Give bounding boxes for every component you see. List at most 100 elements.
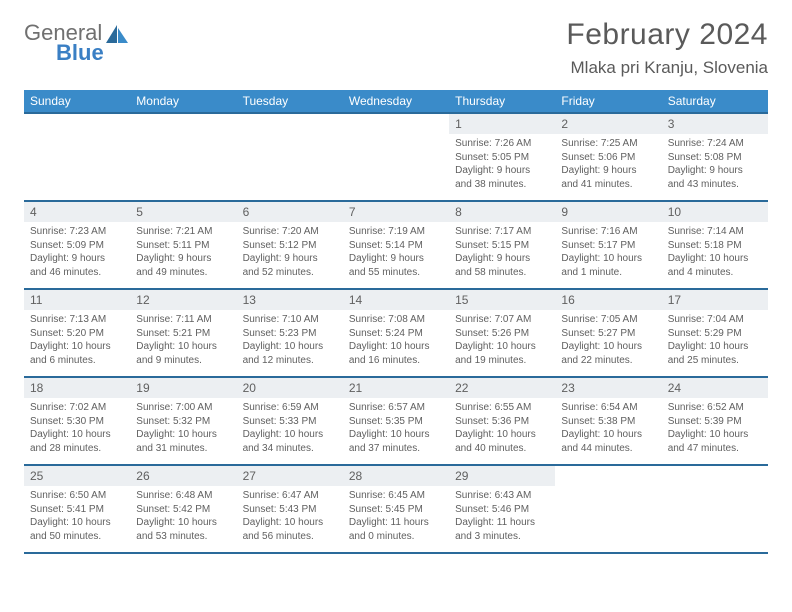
header: General Blue February 2024 Mlaka pri Kra… [24, 18, 768, 78]
calendar-cell: 10Sunrise: 7:14 AMSunset: 5:18 PMDayligh… [662, 201, 768, 289]
calendar-cell: 20Sunrise: 6:59 AMSunset: 5:33 PMDayligh… [237, 377, 343, 465]
day-data: Sunrise: 7:07 AMSunset: 5:26 PMDaylight:… [449, 310, 555, 371]
location: Mlaka pri Kranju, Slovenia [566, 58, 768, 78]
day-number: 13 [237, 290, 343, 310]
day-number: 8 [449, 202, 555, 222]
sail-icon [106, 25, 128, 43]
calendar-row: 4Sunrise: 7:23 AMSunset: 5:09 PMDaylight… [24, 201, 768, 289]
calendar-cell: 9Sunrise: 7:16 AMSunset: 5:17 PMDaylight… [555, 201, 661, 289]
day-data: Sunrise: 7:26 AMSunset: 5:05 PMDaylight:… [449, 134, 555, 195]
calendar-row: 18Sunrise: 7:02 AMSunset: 5:30 PMDayligh… [24, 377, 768, 465]
month-title: February 2024 [566, 18, 768, 52]
calendar-cell: 16Sunrise: 7:05 AMSunset: 5:27 PMDayligh… [555, 289, 661, 377]
day-number: 24 [662, 378, 768, 398]
weekday-header: Monday [130, 90, 236, 113]
weekday-header: Friday [555, 90, 661, 113]
calendar-cell: 1Sunrise: 7:26 AMSunset: 5:05 PMDaylight… [449, 113, 555, 201]
calendar-row: 11Sunrise: 7:13 AMSunset: 5:20 PMDayligh… [24, 289, 768, 377]
day-data: Sunrise: 7:04 AMSunset: 5:29 PMDaylight:… [662, 310, 768, 371]
calendar-cell: 11Sunrise: 7:13 AMSunset: 5:20 PMDayligh… [24, 289, 130, 377]
day-data: Sunrise: 6:47 AMSunset: 5:43 PMDaylight:… [237, 486, 343, 547]
day-number: 23 [555, 378, 661, 398]
day-number: 28 [343, 466, 449, 486]
calendar-cell: 26Sunrise: 6:48 AMSunset: 5:42 PMDayligh… [130, 465, 236, 553]
day-number: 18 [24, 378, 130, 398]
calendar-cell [24, 113, 130, 201]
calendar-cell: 17Sunrise: 7:04 AMSunset: 5:29 PMDayligh… [662, 289, 768, 377]
day-number: 11 [24, 290, 130, 310]
day-number: 14 [343, 290, 449, 310]
day-number: 10 [662, 202, 768, 222]
day-number: 5 [130, 202, 236, 222]
day-data: Sunrise: 7:25 AMSunset: 5:06 PMDaylight:… [555, 134, 661, 195]
day-data: Sunrise: 7:02 AMSunset: 5:30 PMDaylight:… [24, 398, 130, 459]
weekday-header: Wednesday [343, 90, 449, 113]
day-number: 3 [662, 114, 768, 134]
calendar-cell: 25Sunrise: 6:50 AMSunset: 5:41 PMDayligh… [24, 465, 130, 553]
calendar-cell: 4Sunrise: 7:23 AMSunset: 5:09 PMDaylight… [24, 201, 130, 289]
day-data: Sunrise: 6:45 AMSunset: 5:45 PMDaylight:… [343, 486, 449, 547]
day-data: Sunrise: 6:55 AMSunset: 5:36 PMDaylight:… [449, 398, 555, 459]
day-data: Sunrise: 6:48 AMSunset: 5:42 PMDaylight:… [130, 486, 236, 547]
logo: General Blue [24, 18, 128, 64]
calendar-cell: 19Sunrise: 7:00 AMSunset: 5:32 PMDayligh… [130, 377, 236, 465]
day-number: 21 [343, 378, 449, 398]
title-block: February 2024 Mlaka pri Kranju, Slovenia [566, 18, 768, 78]
calendar-cell: 5Sunrise: 7:21 AMSunset: 5:11 PMDaylight… [130, 201, 236, 289]
calendar-head: SundayMondayTuesdayWednesdayThursdayFrid… [24, 90, 768, 113]
day-number: 2 [555, 114, 661, 134]
calendar-cell: 24Sunrise: 6:52 AMSunset: 5:39 PMDayligh… [662, 377, 768, 465]
day-data: Sunrise: 7:13 AMSunset: 5:20 PMDaylight:… [24, 310, 130, 371]
calendar-cell: 15Sunrise: 7:07 AMSunset: 5:26 PMDayligh… [449, 289, 555, 377]
calendar-cell: 7Sunrise: 7:19 AMSunset: 5:14 PMDaylight… [343, 201, 449, 289]
calendar-cell: 27Sunrise: 6:47 AMSunset: 5:43 PMDayligh… [237, 465, 343, 553]
day-data: Sunrise: 7:20 AMSunset: 5:12 PMDaylight:… [237, 222, 343, 283]
day-data: Sunrise: 7:24 AMSunset: 5:08 PMDaylight:… [662, 134, 768, 195]
day-data: Sunrise: 7:17 AMSunset: 5:15 PMDaylight:… [449, 222, 555, 283]
day-data: Sunrise: 7:16 AMSunset: 5:17 PMDaylight:… [555, 222, 661, 283]
weekday-header: Saturday [662, 90, 768, 113]
logo-word-blue: Blue [24, 42, 104, 64]
day-number: 26 [130, 466, 236, 486]
calendar-cell: 23Sunrise: 6:54 AMSunset: 5:38 PMDayligh… [555, 377, 661, 465]
calendar-cell [237, 113, 343, 201]
weekday-header: Sunday [24, 90, 130, 113]
day-data: Sunrise: 6:59 AMSunset: 5:33 PMDaylight:… [237, 398, 343, 459]
calendar-cell: 13Sunrise: 7:10 AMSunset: 5:23 PMDayligh… [237, 289, 343, 377]
weekday-header: Tuesday [237, 90, 343, 113]
calendar-cell [130, 113, 236, 201]
calendar-table: SundayMondayTuesdayWednesdayThursdayFrid… [24, 90, 768, 554]
day-data: Sunrise: 7:23 AMSunset: 5:09 PMDaylight:… [24, 222, 130, 283]
calendar-body: 1Sunrise: 7:26 AMSunset: 5:05 PMDaylight… [24, 113, 768, 553]
day-data: Sunrise: 7:11 AMSunset: 5:21 PMDaylight:… [130, 310, 236, 371]
day-number: 25 [24, 466, 130, 486]
logo-text: General Blue [24, 22, 104, 64]
calendar-cell: 21Sunrise: 6:57 AMSunset: 5:35 PMDayligh… [343, 377, 449, 465]
weekday-header: Thursday [449, 90, 555, 113]
day-data: Sunrise: 6:52 AMSunset: 5:39 PMDaylight:… [662, 398, 768, 459]
day-data: Sunrise: 7:10 AMSunset: 5:23 PMDaylight:… [237, 310, 343, 371]
day-number: 15 [449, 290, 555, 310]
day-number: 4 [24, 202, 130, 222]
day-data: Sunrise: 7:05 AMSunset: 5:27 PMDaylight:… [555, 310, 661, 371]
day-number: 27 [237, 466, 343, 486]
calendar-cell [555, 465, 661, 553]
calendar-cell [343, 113, 449, 201]
day-data: Sunrise: 7:14 AMSunset: 5:18 PMDaylight:… [662, 222, 768, 283]
day-data: Sunrise: 7:00 AMSunset: 5:32 PMDaylight:… [130, 398, 236, 459]
day-number: 22 [449, 378, 555, 398]
day-number: 7 [343, 202, 449, 222]
calendar-cell: 6Sunrise: 7:20 AMSunset: 5:12 PMDaylight… [237, 201, 343, 289]
day-number: 9 [555, 202, 661, 222]
day-data: Sunrise: 6:54 AMSunset: 5:38 PMDaylight:… [555, 398, 661, 459]
calendar-cell: 2Sunrise: 7:25 AMSunset: 5:06 PMDaylight… [555, 113, 661, 201]
day-data: Sunrise: 7:19 AMSunset: 5:14 PMDaylight:… [343, 222, 449, 283]
day-data: Sunrise: 6:50 AMSunset: 5:41 PMDaylight:… [24, 486, 130, 547]
day-number: 19 [130, 378, 236, 398]
day-data: Sunrise: 6:43 AMSunset: 5:46 PMDaylight:… [449, 486, 555, 547]
day-data: Sunrise: 6:57 AMSunset: 5:35 PMDaylight:… [343, 398, 449, 459]
day-number: 16 [555, 290, 661, 310]
calendar-cell: 8Sunrise: 7:17 AMSunset: 5:15 PMDaylight… [449, 201, 555, 289]
calendar-row: 25Sunrise: 6:50 AMSunset: 5:41 PMDayligh… [24, 465, 768, 553]
day-number: 20 [237, 378, 343, 398]
